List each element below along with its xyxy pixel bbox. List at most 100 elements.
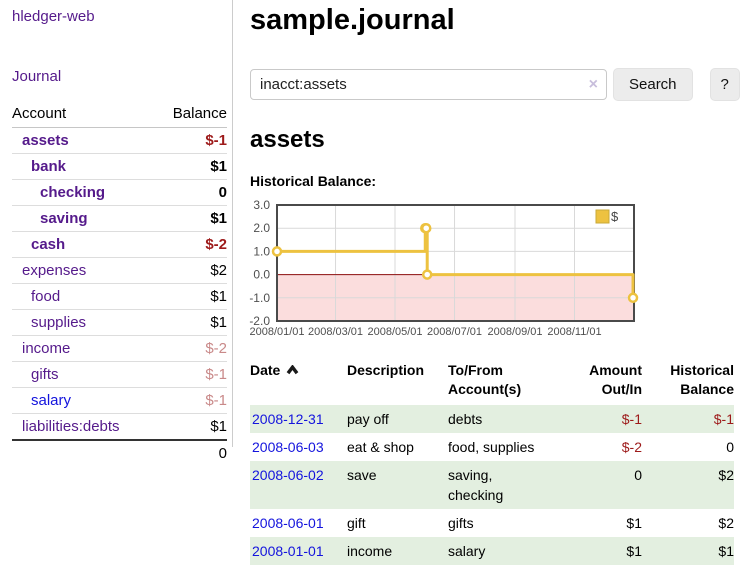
account-balance: $1 (210, 210, 227, 227)
account-row: supplies $1 (12, 310, 227, 336)
sidebar-account-link-supplies[interactable]: supplies (31, 314, 87, 331)
register-accounts: gifts (448, 515, 474, 531)
register-header-date-label: Date (250, 362, 281, 378)
sidebar-account-link-income[interactable]: income (22, 340, 71, 357)
hledger-web-app: hledger-web Journal Account Balance asse… (12, 0, 742, 565)
accounts-table: Account Balance assets $-1 bank $1 checking 0… (12, 101, 227, 466)
sidebar-account-link-gifts[interactable]: gifts (31, 366, 59, 383)
legend-swatch (595, 209, 610, 224)
sidebar-account-link-assets[interactable]: assets (22, 132, 69, 149)
register-date-cell: 2008-06-02 (250, 461, 347, 509)
main-content: sample.journal × Search ? assets Histori… (233, 0, 742, 565)
sidebar-account-link-bank[interactable]: bank (31, 158, 67, 175)
transaction-date-link[interactable]: 2008-01-01 (252, 543, 324, 559)
register-date-cell: 2008-06-03 (250, 433, 347, 461)
account-cell: checking (12, 180, 155, 206)
account-row: gifts $-1 (12, 362, 227, 388)
transaction-date-link[interactable]: 2008-12-31 (252, 411, 324, 427)
account-balance: $-1 (205, 366, 227, 383)
register-row: 2008-12-31 pay off debts $-1 $-1 (250, 405, 734, 433)
data-point-marker (420, 222, 432, 234)
register-header-date[interactable]: Date (250, 359, 347, 405)
search-bar: × Search ? (250, 68, 742, 101)
transaction-date-link[interactable]: 2008-06-02 (252, 467, 324, 483)
register-balance: $-1 (713, 411, 734, 427)
help-button[interactable]: ? (709, 68, 740, 101)
x-axis-tick-label: 2008/03/01 (308, 326, 363, 338)
account-row: expenses $2 (12, 258, 227, 284)
register-row: 2008-06-03 eat & shop food, supplies $-2 0 (250, 433, 734, 461)
register-amount: $1 (626, 543, 642, 559)
accounts-total-spacer (12, 439, 155, 466)
y-axis-tick-label: 0.0 (253, 268, 270, 282)
x-axis-tick-label: 2008/09/01 (487, 326, 542, 338)
sidebar-item-journal[interactable]: Journal (12, 68, 62, 85)
account-cell: food (12, 284, 155, 310)
sidebar-account-link-liabilities-debts[interactable]: liabilities:debts (22, 418, 120, 435)
register-balance: $1 (718, 543, 734, 559)
account-heading: assets (250, 126, 325, 153)
sidebar-account-link-checking[interactable]: checking (40, 184, 106, 201)
account-row: liabilities:debts $1 (12, 414, 227, 441)
account-row: food $1 (12, 284, 227, 310)
sidebar-account-link-salary[interactable]: salary (31, 392, 72, 409)
search-button[interactable]: Search (613, 68, 693, 101)
register-description: income (347, 543, 393, 559)
account-cell: income (12, 336, 155, 362)
register-balance: 0 (726, 439, 734, 455)
data-point-marker (421, 269, 433, 280)
register-description: save (347, 467, 377, 483)
x-axis-tick-label: 2008/07/01 (427, 326, 482, 338)
account-cell: bank (12, 154, 155, 180)
account-balance: $1 (210, 288, 227, 305)
accounts-header-account: Account (12, 105, 67, 122)
accounts-header-row: Account Balance (12, 101, 227, 128)
account-row: bank $1 (12, 154, 227, 180)
search-input[interactable] (250, 69, 607, 100)
account-row: income $-2 (12, 336, 227, 362)
account-balance: $-2 (205, 236, 227, 253)
account-cell: liabilities:debts (12, 414, 155, 441)
sidebar-account-link-cash[interactable]: cash (31, 236, 66, 253)
account-cell: assets (12, 128, 155, 154)
register-accounts: debts (448, 411, 483, 427)
register-amount: $-2 (621, 439, 642, 455)
sidebar-account-link-food[interactable]: food (31, 288, 61, 305)
register-row: 2008-06-02 save saving, checking 0 $2 (250, 461, 734, 509)
sort-ascending-icon (286, 365, 299, 375)
y-axis-tick-label: 3.0 (253, 198, 270, 212)
clear-search-icon[interactable]: × (588, 75, 598, 93)
register-amount: $1 (626, 515, 642, 531)
y-axis-tick-label: 2.0 (253, 221, 270, 235)
y-axis-tick-label: -2.0 (249, 314, 270, 328)
account-row: cash $-2 (12, 232, 227, 258)
account-balance: $-1 (205, 132, 227, 149)
register-row: 2008-06-01 gift gifts $1 $2 (250, 509, 734, 537)
register-description: pay off (347, 411, 389, 427)
account-balance: $1 (210, 314, 227, 331)
legend-label: $ (611, 209, 619, 224)
app-title-link[interactable]: hledger-web (12, 8, 95, 25)
x-axis-tick-label: 2008/11/01 (547, 326, 601, 338)
register-balance: $2 (718, 467, 734, 483)
accounts-total-value: 0 (154, 439, 227, 466)
register-accounts: saving, checking (448, 467, 504, 503)
register-header-accounts: To/From Account(s) (448, 362, 522, 397)
account-cell: gifts (12, 362, 155, 388)
sidebar-account-link-saving[interactable]: saving (40, 210, 88, 227)
account-balance: $1 (210, 418, 227, 435)
account-balance: $2 (210, 262, 227, 279)
register-header-description: Description (347, 362, 425, 378)
x-axis-tick-label: 2008/01/01 (249, 326, 304, 338)
accounts-header-balance: Balance (172, 105, 227, 122)
transaction-date-link[interactable]: 2008-06-03 (252, 439, 324, 455)
data-point-marker (271, 246, 283, 257)
transaction-date-link[interactable]: 2008-06-01 (252, 515, 324, 531)
x-axis-tick-label: 2008/05/01 (367, 326, 422, 338)
register-row: 2008-01-01 income salary $1 $1 (250, 537, 734, 565)
historical-balance-chart[interactable]: 3.0 2.0 1.0 0.0 -1.0 -2.0 2008/01/01 2008/03/01… (249, 197, 742, 339)
account-balance: $-2 (205, 340, 227, 357)
register-header-row: Date Description To/From Account(s) Amou… (250, 359, 734, 405)
sidebar-account-link-expenses[interactable]: expenses (22, 262, 87, 279)
register-date-cell: 2008-12-31 (250, 405, 347, 433)
